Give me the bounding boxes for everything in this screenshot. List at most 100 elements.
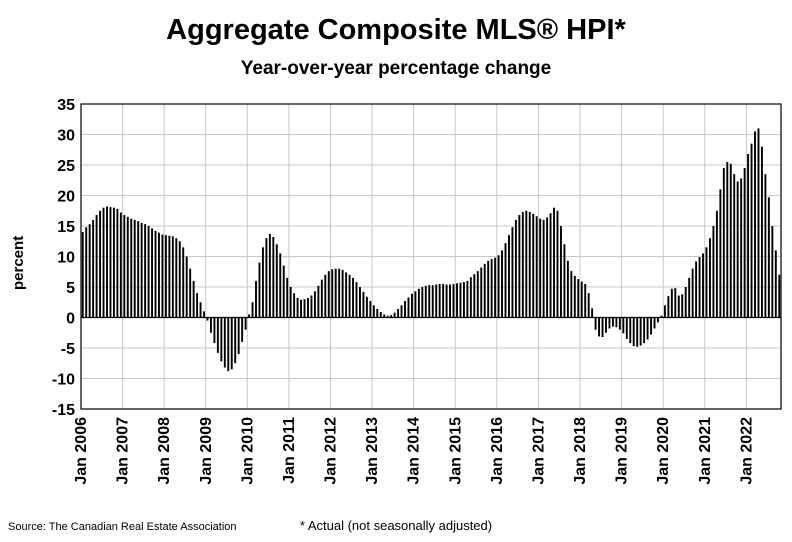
bar xyxy=(674,288,677,318)
bar xyxy=(133,219,136,318)
bar xyxy=(175,238,178,318)
y-tick-label: 20 xyxy=(57,189,75,206)
bar xyxy=(199,302,202,318)
bar xyxy=(237,317,240,355)
bar xyxy=(140,222,143,318)
bar xyxy=(646,317,649,340)
bar xyxy=(760,146,763,318)
bar xyxy=(542,219,545,318)
bar xyxy=(483,263,486,318)
bar xyxy=(379,312,382,318)
bar xyxy=(712,226,715,318)
bar xyxy=(698,257,701,318)
bar xyxy=(549,213,552,318)
bar xyxy=(573,276,576,318)
bar xyxy=(435,284,438,318)
bar xyxy=(636,317,639,347)
bar xyxy=(119,212,122,318)
bar xyxy=(151,228,153,318)
bar xyxy=(400,305,403,318)
bar xyxy=(663,305,666,318)
bar xyxy=(705,247,708,318)
bar xyxy=(210,317,212,333)
bar xyxy=(778,274,781,318)
bar xyxy=(352,277,354,318)
y-tick-label: 0 xyxy=(66,311,75,328)
source-note: Source: The Canadian Real Estate Associa… xyxy=(8,521,237,533)
y-tick-label: -15 xyxy=(52,402,75,419)
bar xyxy=(196,293,199,318)
bar xyxy=(223,317,226,368)
bar xyxy=(265,238,268,318)
bar xyxy=(514,219,517,318)
bar xyxy=(615,317,618,328)
bar xyxy=(715,210,718,318)
bar xyxy=(504,243,507,318)
bar xyxy=(386,315,389,318)
bar xyxy=(126,216,129,318)
bar xyxy=(300,299,303,318)
bar xyxy=(99,210,102,318)
bar xyxy=(355,282,358,318)
bar xyxy=(629,317,632,344)
bar xyxy=(81,232,84,318)
bar xyxy=(112,207,115,318)
bar xyxy=(203,311,205,318)
bar xyxy=(85,227,88,318)
bar xyxy=(584,283,587,318)
bar xyxy=(497,255,500,318)
plot-frame xyxy=(80,103,782,410)
footnote: * Actual (not seasonally adjusted) xyxy=(299,518,493,533)
bar xyxy=(754,131,756,318)
bar xyxy=(528,211,531,318)
bar xyxy=(410,293,413,318)
bar xyxy=(525,210,528,318)
bar xyxy=(449,284,452,318)
bar xyxy=(729,163,732,318)
x-tick-label: Jan 2006 xyxy=(73,417,90,485)
bar xyxy=(452,283,455,318)
bar xyxy=(272,236,275,318)
bar xyxy=(296,297,299,318)
bar xyxy=(424,285,427,318)
x-tick-label: Jan 2018 xyxy=(572,417,589,485)
bar xyxy=(348,274,351,318)
bar xyxy=(147,226,150,318)
bar xyxy=(556,210,559,318)
bar xyxy=(611,317,614,327)
bar xyxy=(365,296,368,318)
bar xyxy=(702,253,704,318)
bar xyxy=(362,291,365,318)
bar xyxy=(383,314,386,318)
bar xyxy=(393,312,396,318)
x-tick-label: Jan 2014 xyxy=(406,417,423,485)
bar xyxy=(473,274,476,318)
bar xyxy=(171,236,174,318)
bar xyxy=(331,269,334,318)
bar xyxy=(417,288,420,318)
bar xyxy=(369,301,372,318)
bar xyxy=(92,219,95,318)
bar xyxy=(560,226,562,318)
bar xyxy=(459,282,462,318)
x-tick-label: Jan 2016 xyxy=(489,417,506,485)
bar xyxy=(359,287,361,318)
bar xyxy=(216,317,219,353)
bar xyxy=(397,308,400,318)
bar xyxy=(338,268,341,318)
bar xyxy=(695,261,698,318)
bar xyxy=(192,280,195,318)
bar xyxy=(767,197,770,318)
bar xyxy=(275,244,278,318)
y-tick-label: -5 xyxy=(61,341,75,358)
bar xyxy=(258,262,261,318)
y-tick-label: -10 xyxy=(52,372,75,389)
bar xyxy=(469,277,472,318)
bar xyxy=(438,283,441,318)
bar xyxy=(161,234,164,318)
bar xyxy=(286,277,289,318)
bar xyxy=(282,265,285,318)
bar xyxy=(261,247,264,318)
bar xyxy=(220,317,223,362)
bar xyxy=(445,284,448,318)
